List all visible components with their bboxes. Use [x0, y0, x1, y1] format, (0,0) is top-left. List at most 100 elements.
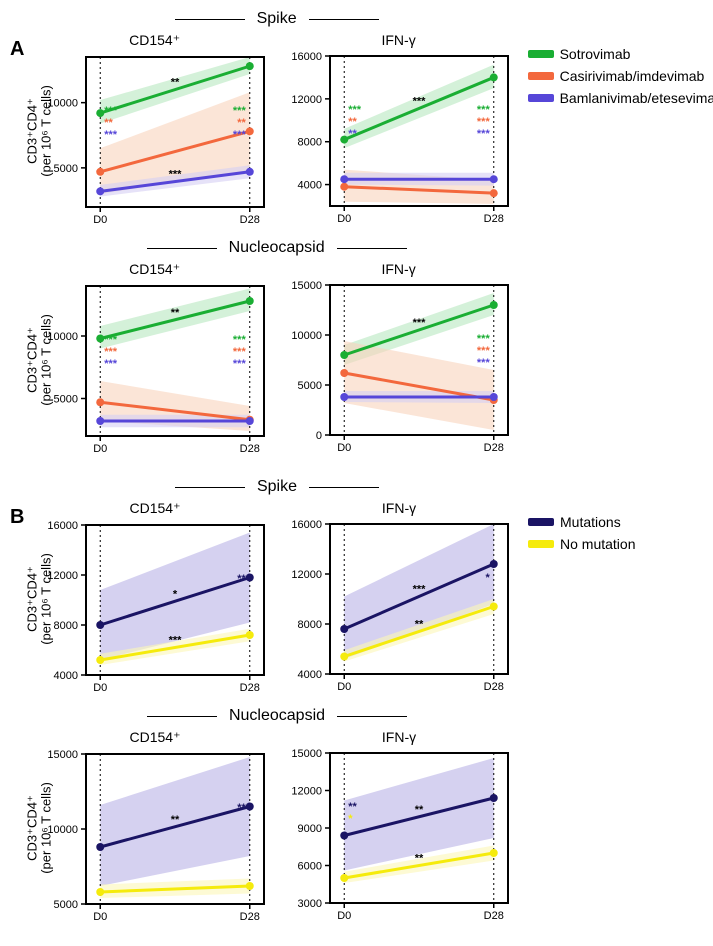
- subplot-svg: ******400080001200016000D0D28: [38, 519, 272, 697]
- panel-a-label: A: [10, 10, 38, 61]
- series-marker: [490, 603, 498, 611]
- series-marker: [489, 73, 497, 81]
- x-tick-label: D28: [483, 442, 503, 454]
- legend-item: Mutations: [528, 514, 635, 530]
- y-tick-label: 12000: [291, 786, 322, 798]
- series-marker: [96, 417, 104, 425]
- series-marker: [96, 109, 104, 117]
- x-tick-label: D0: [337, 442, 351, 454]
- series-marker: [96, 621, 104, 629]
- y-tick-label: 4000: [297, 180, 321, 192]
- significance-marker: **: [170, 307, 179, 319]
- y-axis-label: CD3⁺CD4⁺(per 10⁶ T cells): [25, 314, 54, 406]
- significance-marker: **: [237, 802, 246, 814]
- y-tick-label: 5000: [53, 163, 77, 175]
- significance-marker: *: [348, 813, 353, 825]
- significance-marker: ***: [169, 635, 183, 647]
- series-marker: [340, 351, 348, 359]
- series-marker: [96, 168, 104, 176]
- subplot-svg: ******400080001200016000D0D28: [282, 518, 516, 696]
- subplot-title: IFN-γ: [282, 500, 516, 516]
- significance-marker: ***: [477, 345, 491, 357]
- series-marker: [96, 398, 104, 406]
- subplot-title: CD154⁺: [38, 261, 272, 278]
- significance-marker: ***: [233, 129, 247, 141]
- legend-item: Sotrovimab: [528, 46, 713, 62]
- significance-marker: **: [415, 853, 424, 865]
- significance-marker: ***: [168, 169, 182, 181]
- y-tick-label: 15000: [47, 749, 78, 761]
- series-marker: [340, 393, 348, 401]
- series-marker: [96, 656, 104, 664]
- x-tick-label: D0: [337, 910, 351, 922]
- legend-label: Casirivimab/imdevimab: [560, 68, 705, 84]
- series-marker: [340, 832, 348, 840]
- series-marker: [340, 625, 348, 633]
- legend-item: Casirivimab/imdevimab: [528, 68, 713, 84]
- y-tick-label: 5000: [297, 380, 321, 392]
- y-tick-label: 4000: [298, 669, 322, 681]
- y-tick-label: 16000: [47, 520, 78, 532]
- significance-marker: **: [348, 128, 357, 140]
- y-axis-label: CD3⁺CD4⁺(per 10⁶ T cells): [25, 85, 54, 177]
- series-marker: [245, 417, 253, 425]
- subplot-svg: *******3000600090001200015000D0D28: [282, 747, 516, 925]
- significance-marker: ***: [233, 334, 247, 346]
- series-marker: [490, 794, 498, 802]
- y-tick-label: 8000: [54, 620, 78, 632]
- y-tick-label: 16000: [291, 51, 322, 63]
- subplot: IFN-γ************050001000015000D0D28: [282, 261, 516, 458]
- x-tick-label: D28: [239, 443, 259, 455]
- panel-b-legend: MutationsNo mutation: [528, 514, 635, 558]
- significance-marker: *: [485, 572, 490, 584]
- significance-marker: ***: [477, 116, 491, 128]
- subplot-svg: *******************400080001200016000D0D…: [282, 50, 516, 228]
- series-marker: [489, 189, 497, 197]
- significance-marker: ***: [104, 129, 118, 141]
- significance-marker: ***: [412, 317, 426, 329]
- y-tick-label: 4000: [54, 670, 78, 682]
- legend-swatch: [528, 518, 554, 526]
- x-tick-label: D28: [240, 911, 260, 923]
- series-line: [344, 305, 494, 355]
- y-axis-label: CD3⁺CD4⁺(per 10⁶ T cells): [25, 553, 54, 645]
- group-title: Nucleocapsid: [38, 707, 516, 725]
- legend-swatch: [528, 50, 554, 58]
- significance-marker: **: [348, 116, 357, 128]
- subplot: IFN-γ******400080001200016000D0D28: [282, 500, 516, 697]
- x-tick-label: D28: [240, 682, 260, 694]
- y-tick-label: 10000: [291, 330, 322, 342]
- x-tick-label: D28: [484, 910, 504, 922]
- y-tick-label: 6000: [298, 861, 322, 873]
- legend-label: Bamlanivimab/etesevimab: [560, 90, 713, 106]
- subplot: CD154⁺CD3⁺CD4⁺(per 10⁶ T cells)*********…: [38, 261, 272, 458]
- series-marker: [340, 136, 348, 144]
- subplot: CD154⁺CD3⁺CD4⁺(per 10⁶ T cells)****50001…: [38, 729, 272, 926]
- series-marker: [246, 574, 254, 582]
- legend-swatch: [528, 94, 554, 102]
- significance-marker: ***: [477, 104, 491, 116]
- subplot-svg: *********************500010000D0D28: [38, 51, 272, 229]
- group-title: Nucleocapsid: [38, 239, 516, 257]
- y-tick-label: 8000: [298, 619, 322, 631]
- y-tick-label: 5000: [54, 899, 78, 911]
- subplot-title: IFN-γ: [282, 261, 516, 277]
- significance-marker: ***: [233, 346, 247, 358]
- significance-marker: **: [104, 117, 113, 129]
- significance-marker: ***: [477, 357, 491, 369]
- x-tick-label: D28: [484, 681, 504, 693]
- series-marker: [489, 393, 497, 401]
- significance-marker: **: [415, 619, 424, 631]
- subplot-row: CD154⁺CD3⁺CD4⁺(per 10⁶ T cells)****50001…: [38, 729, 516, 926]
- series-marker: [96, 888, 104, 896]
- y-tick-label: 12000: [291, 569, 322, 581]
- legend-item: Bamlanivimab/etesevimab: [528, 90, 713, 106]
- x-tick-label: D0: [93, 214, 107, 226]
- significance-marker: ***: [104, 105, 118, 117]
- significance-marker: ***: [477, 128, 491, 140]
- series-marker: [246, 803, 254, 811]
- y-tick-label: 8000: [297, 137, 321, 149]
- panel-b-label: B: [10, 478, 38, 529]
- subplot: IFN-γ*******3000600090001200015000D0D28: [282, 729, 516, 926]
- group-title: Spike: [38, 10, 516, 28]
